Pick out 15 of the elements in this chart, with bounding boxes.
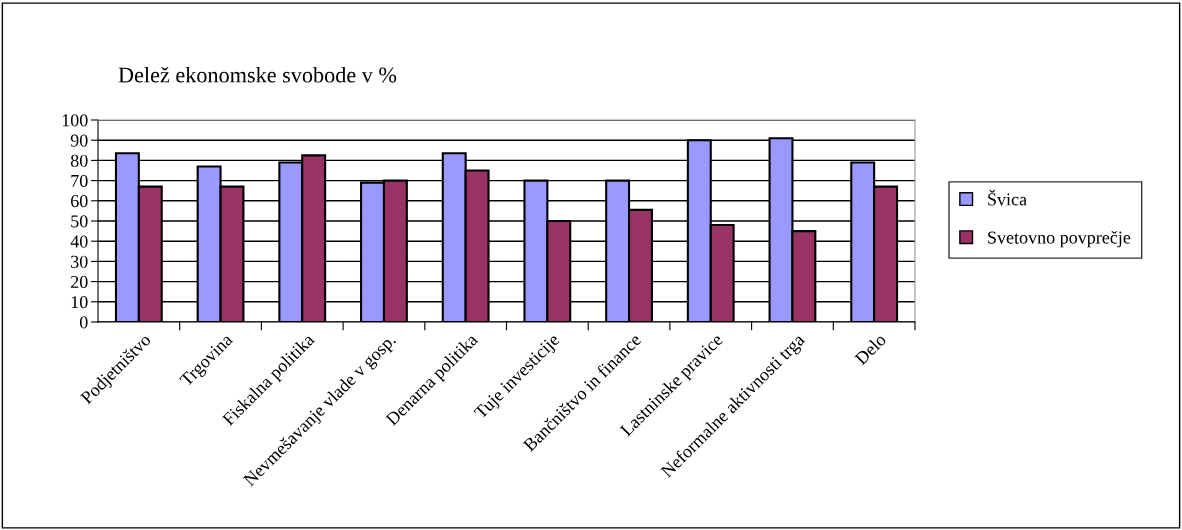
legend-label: Švica bbox=[988, 189, 1027, 206]
y-tick-label: 80 bbox=[70, 154, 88, 167]
y-tick-label: 20 bbox=[71, 275, 88, 289]
y-tick-label: 90 bbox=[70, 134, 88, 147]
y-tick-label: 60 bbox=[71, 195, 88, 208]
y-tick-label: 0 bbox=[79, 316, 88, 329]
y-tick-label: 100 bbox=[62, 114, 88, 127]
y-tick-label: 10 bbox=[71, 296, 88, 309]
legend-label: Svetovno povprečje bbox=[988, 230, 1131, 248]
y-tick-label: 50 bbox=[71, 215, 88, 228]
y-tick-label: 30 bbox=[71, 255, 88, 268]
y-tick-label: 70 bbox=[71, 174, 88, 188]
x-tick-label: Delo bbox=[853, 332, 887, 366]
y-tick-label: 40 bbox=[70, 235, 88, 248]
chart-title: Delež ekonomske svobode v % bbox=[118, 66, 397, 83]
